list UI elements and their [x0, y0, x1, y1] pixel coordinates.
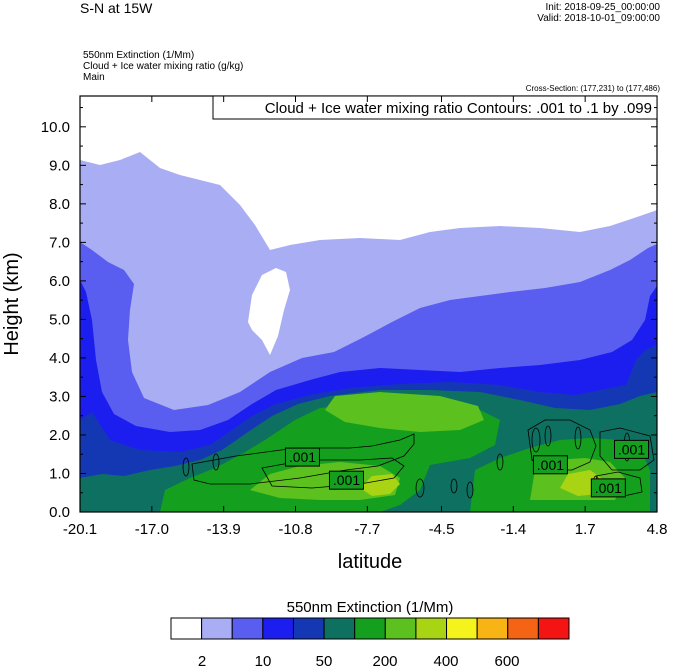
contour-label-box	[532, 455, 568, 475]
y-tick-label: 5.0	[49, 311, 70, 328]
colorbar-swatch	[323, 617, 356, 640]
colorbar-swatch	[262, 617, 294, 640]
colorbar-swatch	[415, 617, 448, 640]
y-tick-label: 4.0	[49, 350, 70, 367]
extinction-band-2	[248, 268, 290, 355]
plot-area: .001 .001 .001 .001 .001 Cloud + Ice water m…	[79, 95, 658, 513]
extinction-band-yellowgreen	[360, 474, 400, 496]
y-tick-label: 0.0	[49, 504, 70, 521]
extinction-band-lightgreen	[325, 392, 484, 432]
y-tick-label: 2.0	[49, 427, 70, 444]
colorbar-swatch	[384, 617, 417, 640]
init-time: Init: 2018-09-25_00:00:00	[545, 2, 660, 13]
x-tick-label: -20.1	[63, 521, 97, 538]
x-tick-label: 1.7	[575, 521, 596, 538]
field-name-cloud-ice: Cloud + Ice water mixing ratio (g/kg)	[83, 61, 244, 72]
colorbar-swatch	[170, 617, 203, 640]
contour-label-box	[328, 470, 364, 490]
y-tick-label: 6.0	[49, 273, 70, 290]
colorbar-swatch	[292, 617, 325, 640]
plot-title: S-N at 15W	[80, 0, 153, 16]
x-tick-label: -13.9	[207, 521, 241, 538]
x-tick-label: -7.7	[354, 521, 380, 538]
colorbar-tick-label: 10	[255, 653, 272, 668]
colorbar-swatch	[354, 617, 386, 640]
x-tick-label: -4.5	[429, 521, 455, 538]
colorbar-swatch	[507, 617, 539, 640]
y-tick-label: 8.0	[49, 196, 70, 213]
y-tick-label: 3.0	[49, 388, 70, 405]
colorbar-tick-label: 400	[433, 653, 458, 668]
colorbar-swatch	[537, 617, 570, 640]
x-tick-label: -10.8	[278, 521, 312, 538]
colorbar-title: 550nm Extinction (1/Mm)	[287, 599, 454, 616]
colorbar-swatch	[446, 617, 478, 640]
contour-info-text: Cloud + Ice water mixing ratio Contours:…	[265, 100, 652, 117]
y-tick-label: 7.0	[49, 234, 70, 251]
contour-label: .001	[333, 472, 360, 488]
colorbar-tick-labels: 2 10 50 200 400 600	[198, 653, 520, 668]
field-name-main: Main	[83, 72, 105, 83]
colorbar-tick-label: 50	[316, 653, 333, 668]
x-axis-label: latitude	[338, 551, 403, 573]
y-axis-label: Height (km)	[1, 252, 23, 355]
valid-time: Valid: 2018-10-01_09:00:00	[537, 13, 660, 24]
field-name-extinction: 550nm Extinction (1/Mm)	[83, 50, 195, 61]
cross-section-label: Cross-Section: (177,231) to (177,486)	[525, 84, 660, 93]
contour-label: .001	[289, 449, 316, 465]
contour-label: .001	[537, 457, 564, 473]
x-tick-label: -1.4	[500, 521, 526, 538]
colorbar-tick-label: 200	[372, 653, 397, 668]
colorbar-tick-label: 2	[198, 653, 206, 668]
x-tick-label: 4.8	[647, 521, 668, 538]
contour-label-box	[614, 439, 650, 459]
x-tick-label: -17.0	[135, 521, 169, 538]
colorbar-tick-label: 600	[494, 653, 519, 668]
contour-label-box	[284, 447, 320, 467]
y-tick-label: 9.0	[49, 157, 70, 174]
colorbar-swatch	[201, 617, 233, 640]
colorbar-swatch	[476, 617, 509, 640]
y-tick-label: 1.0	[49, 465, 70, 482]
contour-label: .001	[618, 441, 645, 457]
contour-label-box	[590, 478, 626, 498]
colorbar-swatch	[231, 617, 264, 640]
contour-label: .001	[595, 480, 622, 496]
y-tick-label: 10.0	[41, 119, 70, 136]
y-axis: 0.0 1.0 2.0 3.0 4.0 5.0 6.0 7.0 8.0 9.0 10.0	[41, 107, 657, 521]
x-axis: -20.1 -17.0 -13.9 -10.8 -7.7 -4.5 -1.4 1.7 4.8	[63, 96, 668, 538]
colorbar	[170, 617, 570, 640]
